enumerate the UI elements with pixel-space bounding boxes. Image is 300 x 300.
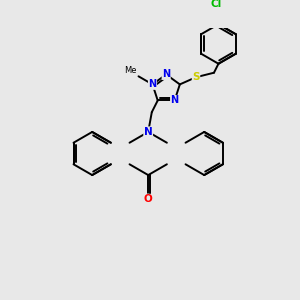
Text: N: N bbox=[144, 127, 153, 137]
Text: O: O bbox=[144, 194, 153, 204]
Text: N: N bbox=[171, 95, 179, 106]
Text: Me: Me bbox=[124, 66, 137, 75]
Text: N: N bbox=[148, 80, 157, 89]
Text: N: N bbox=[162, 70, 170, 80]
Text: Cl: Cl bbox=[210, 0, 221, 10]
Text: S: S bbox=[192, 72, 200, 82]
